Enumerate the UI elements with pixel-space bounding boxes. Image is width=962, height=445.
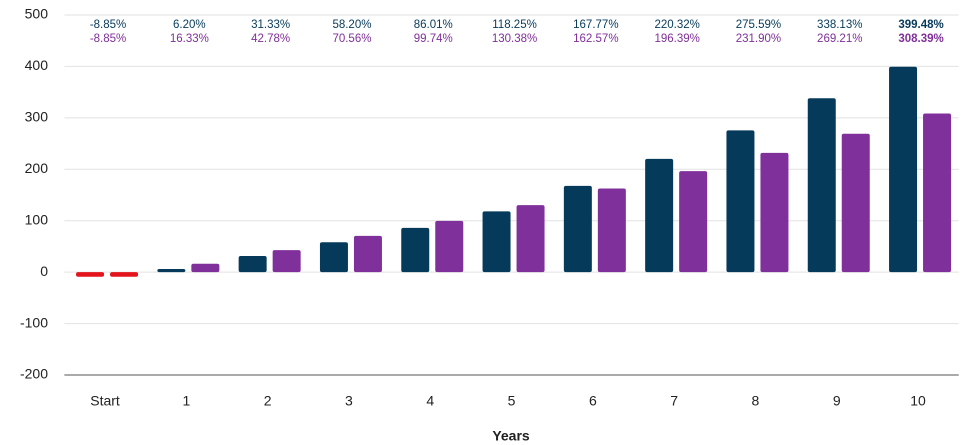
- bar: [889, 66, 918, 273]
- x-tick-label: 7: [670, 393, 678, 409]
- bar: [597, 188, 626, 273]
- bar: [353, 235, 382, 273]
- bar: [923, 113, 952, 273]
- bar: [272, 250, 301, 273]
- bar: [238, 256, 267, 273]
- value-label: 167.77%: [573, 19, 618, 31]
- x-tick-label: 10: [910, 393, 926, 409]
- bar: [191, 263, 220, 273]
- value-label: 269.21%: [817, 33, 862, 45]
- bar: [110, 272, 139, 277]
- bar: [435, 220, 464, 273]
- bar: [760, 152, 789, 273]
- x-tick-label: 9: [833, 393, 841, 409]
- value-label: -8.85%: [90, 33, 126, 45]
- bar: [679, 171, 708, 273]
- value-label: 231.90%: [736, 33, 781, 45]
- value-label: 162.57%: [573, 33, 618, 45]
- bar: [563, 185, 592, 273]
- bar: [76, 272, 105, 277]
- x-tick-label: 6: [589, 393, 597, 409]
- x-tick-label: 5: [508, 393, 516, 409]
- y-tick-label: -200: [20, 366, 48, 382]
- value-label: 99.74%: [414, 33, 453, 45]
- value-label: 399.48%: [898, 19, 943, 31]
- value-label: 308.39%: [898, 33, 943, 45]
- x-axis-label: Years: [492, 428, 530, 444]
- value-label: 31.33%: [251, 19, 290, 31]
- bar: [841, 133, 870, 273]
- value-label: 118.25%: [492, 19, 537, 31]
- y-tick-label: 0: [40, 263, 48, 279]
- y-tick-label: -100: [20, 314, 48, 330]
- bar: [482, 211, 511, 273]
- bar: [726, 130, 755, 273]
- bar: [401, 227, 430, 273]
- value-label: 58.20%: [332, 19, 371, 31]
- value-label: 196.39%: [654, 33, 699, 45]
- value-label: 70.56%: [332, 33, 371, 45]
- y-tick-label: 200: [25, 160, 49, 176]
- x-tick-label: 1: [182, 393, 190, 409]
- bar: [516, 205, 545, 273]
- value-label: 16.33%: [170, 33, 209, 45]
- x-tick-label: 2: [264, 393, 272, 409]
- x-tick-label: 3: [345, 393, 353, 409]
- x-tick-label: Start: [90, 393, 120, 409]
- y-tick-label: 500: [25, 6, 49, 22]
- value-label: 275.59%: [736, 19, 781, 31]
- y-tick-label: 300: [25, 109, 49, 125]
- y-tick-label: 100: [25, 211, 49, 227]
- value-label: 130.38%: [492, 33, 537, 45]
- x-tick-label: 8: [752, 393, 760, 409]
- value-label: 86.01%: [414, 19, 453, 31]
- value-label: 338.13%: [817, 19, 862, 31]
- bar: [645, 158, 674, 273]
- value-label: 220.32%: [654, 19, 699, 31]
- bar: [157, 268, 186, 273]
- x-tick-label: 4: [426, 393, 434, 409]
- bar: [807, 98, 836, 273]
- value-label: -8.85%: [90, 19, 126, 31]
- value-label: 6.20%: [173, 19, 206, 31]
- bar: [319, 242, 348, 273]
- value-label: 42.78%: [251, 33, 290, 45]
- y-tick-label: 400: [25, 57, 49, 73]
